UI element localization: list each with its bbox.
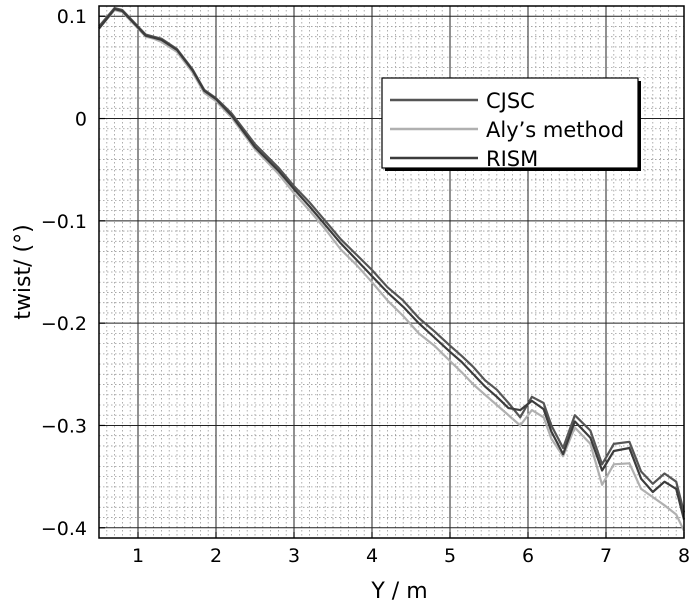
y-tick-label: −0.4: [41, 518, 87, 540]
x-tick-label: 5: [444, 545, 456, 567]
y-axis-title: twist/ (°): [11, 224, 36, 319]
legend-label-1: Aly’s method: [486, 118, 624, 142]
x-tick-label: 4: [366, 545, 378, 567]
x-tick-label: 3: [288, 545, 300, 567]
y-tick-label: −0.1: [41, 211, 87, 233]
legend-label-0: CJSC: [486, 89, 535, 113]
y-tick-label: −0.2: [41, 313, 87, 335]
series-line-2: [98, 8, 686, 520]
x-tick-label: 6: [522, 545, 534, 567]
legend-label-2: RISM: [486, 147, 538, 171]
axis-ticks: 1 2 3 4 5 6 7 8 0.1 0 −0.1 −0.2 −0.3 −0.4: [41, 6, 690, 567]
y-tick-label: 0.1: [57, 6, 87, 28]
plot-frame: [98, 5, 685, 539]
series-layer: [98, 6, 686, 532]
legend-box: [381, 77, 639, 169]
series-line-1: [98, 9, 685, 532]
legend: CJSC Aly’s method RISM: [381, 77, 641, 171]
x-tick-label: 2: [210, 545, 222, 567]
y-tick-label: −0.3: [41, 415, 87, 437]
x-tick-label: 7: [600, 545, 612, 567]
x-tick-label: 1: [132, 545, 144, 567]
x-axis-title: Y / m: [370, 579, 427, 604]
y-tick-label: 0: [75, 109, 87, 131]
x-tick-label: 8: [678, 545, 690, 567]
